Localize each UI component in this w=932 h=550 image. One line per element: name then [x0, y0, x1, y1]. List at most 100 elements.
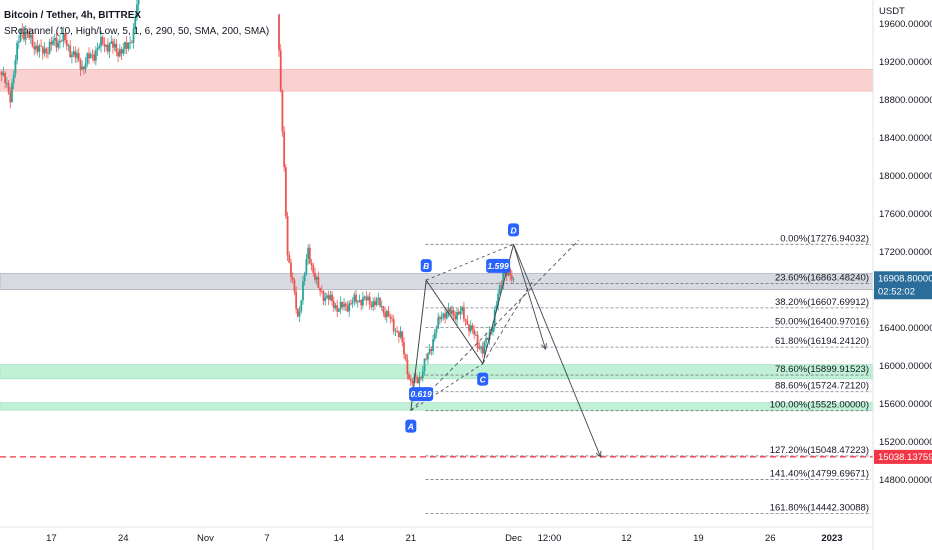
candle-body [358, 299, 361, 302]
candle-body [348, 303, 351, 312]
candle-body [89, 54, 92, 59]
time-axis-tick-label: 12:00 [538, 533, 562, 544]
candle-body [339, 301, 342, 309]
candle-body [382, 306, 385, 313]
fib-level-label: 78.60%(15899.91523) [775, 364, 869, 375]
candle-body [319, 287, 321, 292]
candle-body [40, 45, 42, 47]
candle-body [447, 308, 450, 312]
candle-body [129, 42, 131, 44]
candle-body [108, 43, 111, 52]
time-axis-tick-label: Nov [197, 533, 214, 544]
candle-body [356, 301, 359, 303]
candle-body [324, 297, 327, 301]
candle-body [485, 337, 488, 342]
candle-body [117, 52, 120, 57]
pattern-point-b-badge[interactable] [420, 259, 432, 273]
candle-body [329, 294, 332, 300]
candle-body [100, 36, 102, 47]
indicator-legend[interactable]: SRchannel (10, High/Low, 5, 1, 6, 290, 5… [4, 26, 270, 37]
candle-body [442, 313, 445, 317]
pattern-ratio-badge[interactable] [409, 387, 434, 402]
pattern-point-a-badge[interactable] [405, 419, 417, 433]
candle-body [401, 331, 404, 343]
candle-body [290, 262, 292, 278]
fib-level-label: 38.20%(16607.69912) [775, 297, 869, 308]
target-price-badge[interactable] [874, 449, 932, 464]
candle-body [428, 348, 431, 354]
candle-body [421, 371, 424, 379]
candle-body [303, 273, 306, 282]
price-axis-tick-label: 17200.00000 [879, 247, 932, 258]
candle-body [125, 42, 128, 49]
candle-body [474, 334, 477, 336]
candle-body [430, 348, 433, 351]
candle-body [452, 310, 455, 316]
candle-body [418, 377, 421, 384]
fib-level-label: 0.00%(17276.94032) [780, 233, 869, 244]
candle-body [57, 42, 60, 48]
plot-area[interactable]: 0.00%(17276.94032) 23.60%(16863.48240) 38.… [0, 0, 874, 514]
pattern-point-a-label: A [407, 422, 414, 432]
candle-body [94, 50, 97, 61]
price-axis[interactable]: USDT 14800.00000 15200.00000 15600.00000 160… [874, 6, 932, 486]
fib-level-label: 161.80%(14442.30088) [770, 502, 869, 513]
candle-body [420, 377, 422, 379]
candle-body [110, 41, 113, 44]
current-price-badge[interactable] [874, 271, 932, 300]
pattern-point-b-label: B [423, 261, 429, 271]
resistance-zone [0, 69, 874, 92]
candle-body [62, 33, 65, 42]
candle-body [332, 301, 335, 309]
candle-body [45, 48, 48, 54]
candle-body [351, 301, 354, 304]
pattern-ratio-badge[interactable] [486, 258, 511, 273]
candle-body [444, 313, 446, 319]
candle-body [502, 271, 505, 286]
candle-body [331, 294, 333, 302]
candle-body [464, 319, 467, 321]
pattern-point-d-badge[interactable] [508, 223, 520, 237]
candle-body [130, 42, 133, 44]
time-axis-tick-label: 7 [264, 533, 269, 544]
candle-body [483, 341, 486, 354]
time-axis-tick-label: 26 [765, 533, 776, 544]
candle-body [435, 328, 438, 333]
candle-body [315, 276, 318, 280]
candle-body [367, 296, 369, 301]
candle-body [113, 43, 116, 48]
time-axis-tick-label: 21 [406, 533, 417, 544]
candle-body [423, 358, 426, 372]
price-axis-tick-label: 19200.00000 [879, 57, 932, 68]
fib-level-label: 127.20%(15048.47223) [770, 445, 869, 456]
time-axis[interactable]: 17 24 Nov 7 14 21 Dec 12:00 12 19 26 2023 [46, 533, 842, 544]
candle-body [350, 303, 352, 305]
candle-body [96, 48, 99, 51]
pattern-point-c-badge[interactable] [477, 372, 489, 386]
candle-body [64, 33, 66, 40]
candle-body [481, 347, 484, 354]
candle-body [391, 318, 393, 320]
candle-body [2, 73, 5, 76]
candle-body [462, 307, 465, 320]
candle-body [21, 29, 24, 32]
candle-body [509, 268, 512, 276]
fib-level-label: 50.00%(16400.97016) [775, 317, 869, 328]
candle-body [23, 31, 25, 40]
candle-body [12, 74, 15, 84]
bd-ratio-line [426, 243, 514, 281]
channel-line [482, 279, 534, 364]
candle-body [4, 73, 7, 84]
candle-body [302, 281, 304, 301]
candle-body [338, 308, 340, 312]
candle-body [284, 167, 287, 217]
candle-body [136, 4, 138, 18]
candle-body [59, 40, 61, 43]
candle-body [308, 247, 311, 264]
candle-body [81, 66, 84, 70]
candle-body [427, 353, 429, 360]
candle-body [60, 40, 63, 42]
candle-body [440, 316, 443, 320]
candle-body [9, 91, 12, 103]
